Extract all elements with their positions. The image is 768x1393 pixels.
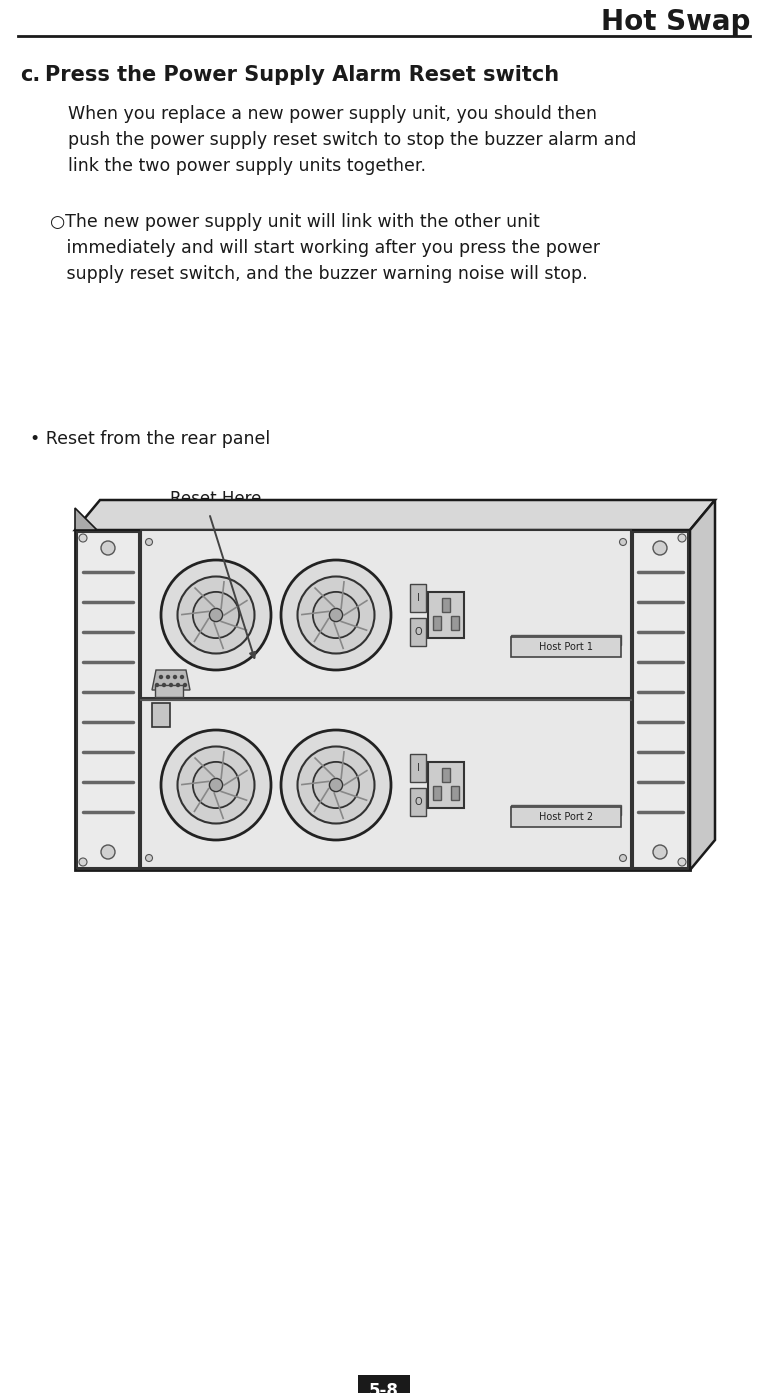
Circle shape — [177, 747, 254, 823]
Bar — [410, 584, 426, 612]
Circle shape — [193, 592, 239, 638]
Bar — [410, 618, 426, 646]
Text: I: I — [416, 593, 419, 603]
Text: link the two power supply units together.: link the two power supply units together… — [68, 157, 426, 176]
Circle shape — [180, 676, 184, 678]
Circle shape — [329, 779, 343, 791]
Polygon shape — [690, 500, 715, 871]
Bar — [451, 786, 459, 800]
Polygon shape — [152, 670, 190, 690]
Text: I: I — [416, 763, 419, 773]
Bar — [442, 768, 450, 781]
Circle shape — [160, 676, 163, 678]
Bar — [451, 616, 459, 630]
Circle shape — [79, 534, 87, 542]
Bar — [511, 635, 621, 645]
Circle shape — [678, 858, 686, 866]
Circle shape — [313, 592, 359, 638]
Circle shape — [145, 539, 153, 546]
Text: When you replace a new power supply unit, you should then: When you replace a new power supply unit… — [68, 104, 597, 123]
Text: immediately and will start working after you press the power: immediately and will start working after… — [50, 240, 600, 256]
Circle shape — [184, 684, 187, 687]
Circle shape — [193, 762, 239, 808]
Circle shape — [210, 609, 223, 621]
Bar — [433, 616, 441, 630]
Bar — [155, 685, 183, 696]
Circle shape — [210, 779, 223, 791]
Text: 5-8: 5-8 — [369, 1382, 399, 1393]
Circle shape — [161, 560, 271, 670]
Text: ○The new power supply unit will link with the other unit: ○The new power supply unit will link wit… — [50, 213, 540, 231]
Circle shape — [281, 730, 391, 840]
Text: • Reset from the rear panel: • Reset from the rear panel — [30, 430, 270, 449]
Circle shape — [101, 540, 115, 554]
Text: O: O — [414, 797, 422, 807]
Bar — [75, 529, 690, 871]
Circle shape — [177, 684, 180, 687]
Circle shape — [281, 560, 391, 670]
Bar — [141, 529, 631, 698]
Text: c.: c. — [20, 65, 40, 85]
Circle shape — [167, 676, 170, 678]
Circle shape — [177, 577, 254, 653]
Bar — [511, 637, 621, 657]
Text: Reset Here: Reset Here — [170, 490, 261, 508]
Text: Host Port 2: Host Port 2 — [539, 812, 593, 822]
Bar — [428, 592, 464, 638]
Bar — [633, 532, 688, 868]
Text: Hot Swap: Hot Swap — [601, 8, 750, 36]
Circle shape — [161, 730, 271, 840]
Circle shape — [653, 540, 667, 554]
Polygon shape — [75, 500, 715, 529]
Polygon shape — [75, 508, 97, 529]
Bar — [428, 762, 464, 808]
Bar — [511, 807, 621, 827]
Text: supply reset switch, and the buzzer warning noise will stop.: supply reset switch, and the buzzer warn… — [50, 265, 588, 283]
Bar — [511, 805, 621, 815]
Bar — [77, 532, 139, 868]
Circle shape — [174, 676, 177, 678]
Text: Press the Power Supply Alarm Reset switch: Press the Power Supply Alarm Reset switc… — [45, 65, 559, 85]
Bar — [410, 754, 426, 781]
Circle shape — [620, 854, 627, 861]
Circle shape — [145, 854, 153, 861]
Text: push the power supply reset switch to stop the buzzer alarm and: push the power supply reset switch to st… — [68, 131, 637, 149]
Circle shape — [329, 609, 343, 621]
Circle shape — [101, 846, 115, 859]
Circle shape — [155, 684, 158, 687]
Circle shape — [620, 539, 627, 546]
Circle shape — [653, 846, 667, 859]
Bar — [152, 703, 170, 727]
Circle shape — [170, 684, 173, 687]
Bar — [141, 701, 631, 868]
Circle shape — [163, 684, 165, 687]
Circle shape — [297, 747, 375, 823]
Circle shape — [297, 577, 375, 653]
Bar — [442, 598, 450, 612]
Bar — [410, 788, 426, 816]
Text: O: O — [414, 627, 422, 637]
Bar — [358, 1375, 410, 1393]
Bar — [433, 786, 441, 800]
Text: Host Port 1: Host Port 1 — [539, 642, 593, 652]
Circle shape — [678, 534, 686, 542]
Circle shape — [313, 762, 359, 808]
Circle shape — [79, 858, 87, 866]
